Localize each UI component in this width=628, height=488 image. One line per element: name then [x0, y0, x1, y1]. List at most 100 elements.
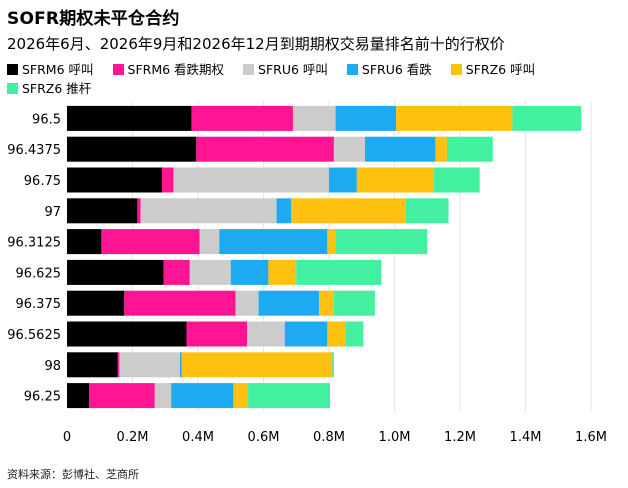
bar-segment: [186, 321, 248, 347]
bar-segment: [196, 136, 334, 162]
x-tick-label: 1.4M: [510, 430, 542, 445]
bar-segment: [140, 198, 277, 224]
bar-segment: [119, 352, 180, 378]
bar-segment: [335, 105, 397, 131]
chart-title: SOFR期权未平仓合约: [7, 9, 180, 29]
legend-label-sfrz6-put: SFRZ6 推杆: [22, 81, 92, 96]
bar-segment: [67, 229, 102, 255]
y-tick-label: 97: [44, 205, 61, 220]
bar-segment: [435, 136, 447, 162]
bar-segment: [154, 383, 172, 409]
y-tick-label: 96.25: [24, 390, 61, 405]
bar-segment: [173, 167, 329, 193]
legend-swatch-sfrz6-put: [7, 83, 18, 94]
legend-swatch-sfrm6-put: [112, 64, 124, 75]
legend-label-sfrm6-put: SFRM6 看跌期权: [127, 62, 225, 77]
legend-item-sfrz6-call: SFRZ6 呼叫: [450, 60, 536, 79]
legend: SFRM6 呼叫 SFRM6 看跌期权 SFRU6 呼叫 SFRU6 看跌 SF…: [7, 60, 607, 98]
y-tick-label: 98: [44, 359, 61, 374]
bar-segment: [335, 229, 428, 255]
bar-segment: [89, 383, 155, 409]
bar-segment: [291, 198, 406, 224]
bar-segment: [405, 198, 449, 224]
x-tick-label: 1.2M: [444, 430, 476, 445]
legend-item-sfrz6-put: SFRZ6 推杆: [7, 79, 91, 98]
legend-swatch-sfru6-call: [243, 64, 255, 75]
y-tick-label: 96.3125: [7, 236, 61, 251]
x-tick-label: 0: [63, 430, 71, 445]
bar-segment: [67, 259, 164, 285]
y-tick-label: 96.75: [24, 174, 61, 189]
bar-segment: [67, 290, 125, 316]
y-tick-label: 96.375: [16, 297, 62, 312]
bar-segment: [356, 167, 434, 193]
bar-segment: [137, 198, 141, 224]
legend-swatch-sfrm6-call: [7, 64, 18, 75]
bar-segment: [124, 290, 236, 316]
x-tick-label: 0.4M: [182, 430, 214, 445]
bar-segment: [319, 290, 334, 316]
x-tick-label: 0.6M: [248, 430, 280, 445]
bar-segment: [67, 167, 162, 193]
source-note: 资料来源：彭博社、芝商所: [7, 468, 139, 481]
legend-item-sfru6-put: SFRU6 看跌: [346, 60, 432, 79]
bar-segment: [189, 259, 231, 285]
legend-label-sfru6-put: SFRU6 看跌: [361, 62, 432, 77]
legend-label-sfrm6-call: SFRM6 呼叫: [22, 62, 94, 77]
bar-segment: [333, 136, 366, 162]
legend-item-sfrm6-put: SFRM6 看跌期权: [112, 60, 225, 79]
bar-segment: [276, 198, 292, 224]
bar-segment: [512, 105, 582, 131]
bar-segment: [101, 229, 200, 255]
bar-segment: [181, 352, 333, 378]
bar-segment: [230, 259, 269, 285]
y-tick-label: 96.625: [16, 266, 62, 281]
legend-label-sfrz6-call: SFRZ6 呼叫: [465, 62, 536, 77]
bar-segment: [365, 136, 436, 162]
chart-subtitle: 2026年6月、2026年9月和2026年12月到期期权交易量排名前十的行权价: [7, 35, 505, 53]
bar-segment: [327, 229, 336, 255]
bar-segment: [248, 383, 330, 409]
bar-segment: [219, 229, 328, 255]
bar-segment: [233, 383, 249, 409]
bar-segment: [446, 136, 493, 162]
bar-segment: [268, 259, 297, 285]
bar-segment: [433, 167, 480, 193]
x-tick-label: 1.6M: [575, 430, 607, 445]
bar-segment: [163, 259, 190, 285]
bar-segment: [199, 229, 220, 255]
bar-segment: [345, 321, 364, 347]
bar-segment: [161, 167, 174, 193]
bar-segment: [396, 105, 513, 131]
legend-swatch-sfrz6-call: [450, 64, 462, 75]
bar-segment: [67, 352, 118, 378]
bar-segment: [67, 136, 197, 162]
legend-item-sfrm6-call: SFRM6 呼叫: [7, 60, 94, 79]
bar-segment: [235, 290, 259, 316]
bar-segment: [292, 105, 336, 131]
bar-segment: [284, 321, 328, 347]
bar-segment: [171, 383, 234, 409]
x-tick-label: 1.0M: [379, 430, 411, 445]
stacked-bar-chart: 96.5 96.4375 96.75 97 96.3125 96.625 96.375 96.…: [7, 101, 607, 445]
bar-segment: [67, 321, 187, 347]
bar-segment: [258, 290, 320, 316]
bar-segment: [327, 321, 346, 347]
legend-label-sfru6-call: SFRU6 呼叫: [258, 62, 328, 77]
y-tick-label: 96.4375: [7, 143, 61, 158]
bar-segment: [333, 290, 375, 316]
bar-segment: [247, 321, 285, 347]
bar-segment: [179, 352, 182, 378]
bar-segment: [67, 105, 192, 131]
bar-segment: [67, 198, 138, 224]
bar-segment: [296, 259, 382, 285]
y-tick-label: 96.5625: [7, 328, 61, 343]
bar-segment: [67, 383, 90, 409]
bar-segment: [332, 352, 334, 378]
x-tick-label: 0.2M: [117, 430, 149, 445]
bar-segment: [329, 167, 357, 193]
legend-swatch-sfru6-put: [346, 64, 358, 75]
legend-item-sfru6-call: SFRU6 呼叫: [243, 60, 328, 79]
x-tick-label: 0.8M: [313, 430, 345, 445]
bar-segment: [191, 105, 293, 131]
